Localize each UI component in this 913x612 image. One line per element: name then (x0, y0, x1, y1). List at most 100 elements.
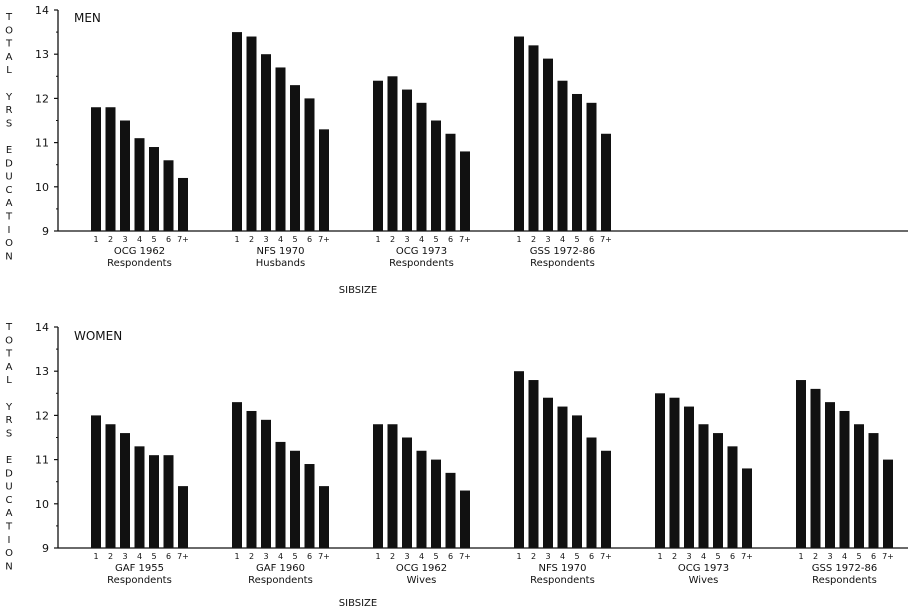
y-axis-label-letter: I (8, 535, 11, 546)
sibsize-tick-label: 4 (278, 235, 283, 244)
sibsize-tick-label: 3 (827, 552, 832, 561)
bar (373, 80, 383, 231)
bar (854, 424, 864, 548)
sibsize-tick-label: 5 (151, 235, 156, 244)
y-tick-label: 13 (35, 365, 49, 378)
y-axis-label-letter: C (6, 185, 13, 196)
sibsize-tick-label: 3 (263, 235, 268, 244)
y-axis-label-letter: N (5, 561, 12, 572)
group-label-sample: Respondents (530, 575, 595, 586)
sibsize-tick-label: 1 (516, 552, 521, 561)
sibsize-tick-label: 4 (560, 235, 565, 244)
sibsize-tick-label: 2 (108, 552, 113, 561)
sibsize-tick-label: 3 (545, 235, 550, 244)
sibsize-tick-label: 6 (166, 552, 171, 561)
bar (178, 486, 188, 548)
bar (387, 76, 398, 231)
sibsize-tick-label: 3 (263, 552, 268, 561)
sibsize-tick-label: 3 (122, 235, 127, 244)
y-axis-label-letter: A (6, 362, 13, 373)
sibsize-tick-label: 7+ (177, 235, 189, 244)
sibsize-tick-label: 1 (93, 235, 98, 244)
bar (163, 455, 174, 548)
bar (868, 433, 879, 548)
x-axis-title: SIBSIZE (339, 598, 377, 609)
y-tick-label: 14 (35, 4, 49, 17)
group-label-sample: Wives (689, 575, 719, 586)
bar (431, 459, 441, 548)
bar (460, 151, 470, 231)
y-tick-label: 13 (35, 48, 49, 61)
sibsize-tick-label: 6 (448, 235, 453, 244)
bar (586, 102, 597, 231)
bar (514, 371, 524, 548)
group-label-survey: GAF 1955 (115, 563, 164, 574)
bar (796, 380, 806, 548)
y-axis-label-letter: T (5, 39, 13, 50)
sibsize-tick-label: 5 (856, 552, 861, 561)
sibsize-tick-label: 2 (390, 235, 395, 244)
sibsize-tick-label: 3 (686, 552, 691, 561)
y-axis-label-letter: T (5, 322, 13, 333)
y-tick-label: 11 (35, 454, 49, 467)
sibsize-tick-label: 7+ (600, 552, 612, 561)
sibsize-tick-label: 4 (137, 552, 142, 561)
sibsize-tick-label: 5 (433, 235, 438, 244)
bar (105, 424, 116, 548)
y-axis-label-letter: L (6, 65, 12, 76)
sibsize-tick-label: 4 (137, 235, 142, 244)
bar (727, 446, 738, 548)
sibsize-tick-label: 4 (419, 235, 424, 244)
y-axis-label-letter: R (6, 415, 13, 426)
bar (601, 133, 611, 231)
sibsize-tick-label: 2 (249, 235, 254, 244)
bar (684, 406, 694, 548)
y-tick-label: 14 (35, 321, 49, 334)
bar (261, 419, 271, 548)
sibsize-tick-label: 6 (589, 552, 594, 561)
y-axis-label-letter: R (6, 105, 13, 116)
y-tick-label: 10 (35, 498, 49, 511)
sibsize-tick-label: 7+ (318, 552, 330, 561)
bar (572, 415, 582, 548)
sibsize-tick-label: 5 (574, 235, 579, 244)
bar (232, 32, 242, 231)
bar (445, 472, 456, 548)
y-axis-label-letter: T (5, 12, 13, 23)
bar (246, 36, 257, 231)
sibsize-tick-label: 1 (657, 552, 662, 561)
bar (290, 85, 300, 231)
y-axis-label-letter: A (6, 52, 13, 63)
y-axis-label-letter: I (8, 225, 11, 236)
bar (528, 45, 539, 231)
bar (416, 102, 427, 231)
group-label-survey: OCG 1962 (396, 563, 447, 574)
bar (120, 120, 130, 231)
bar (431, 120, 441, 231)
bar (261, 54, 271, 232)
group-label-survey: GSS 1972-86 (812, 563, 877, 574)
y-axis-label-letter: O (5, 548, 13, 559)
sibsize-tick-label: 7+ (318, 235, 330, 244)
y-axis-label-letter: C (6, 495, 13, 506)
sibsize-tick-label: 2 (249, 552, 254, 561)
group-label-survey: NFS 1970 (256, 246, 304, 257)
bar (246, 410, 257, 548)
bar (387, 424, 398, 548)
y-axis-label-letter: U (5, 172, 12, 183)
y-axis-label-letter: U (5, 482, 12, 493)
sibsize-tick-label: 1 (234, 235, 239, 244)
bar (91, 415, 101, 548)
y-axis-label-letter: E (6, 455, 12, 466)
group-label-survey: NFS 1970 (538, 563, 586, 574)
group-label-sample: Husbands (256, 258, 305, 269)
bar (134, 446, 145, 548)
y-axis-label-letter: S (6, 118, 12, 129)
bar (275, 441, 286, 548)
sibsize-tick-label: 3 (545, 552, 550, 561)
bar (601, 450, 611, 548)
sibsize-tick-label: 5 (151, 552, 156, 561)
